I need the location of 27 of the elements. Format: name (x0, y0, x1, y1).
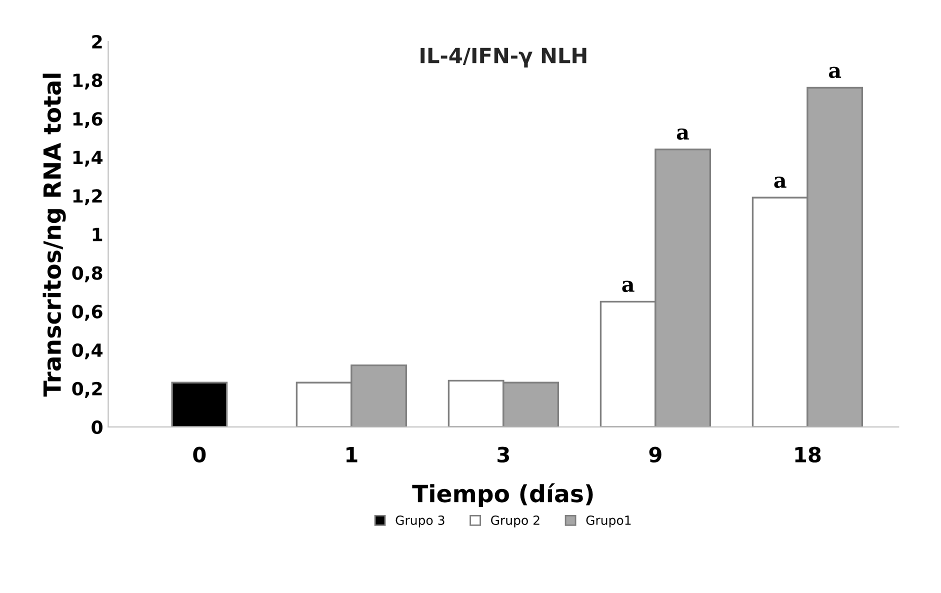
legend-label: Grupo 2 (490, 516, 540, 528)
chart-title: IL-4/IFN-γ NLH (420, 48, 586, 68)
annotation: a (622, 280, 634, 292)
annotation: a (774, 176, 786, 188)
y-tick-label: 2 (92, 34, 102, 48)
y-tick-label: 1,6 (73, 112, 102, 128)
legend-label: Grupo 3 (396, 516, 444, 528)
y-tick-label: 0,8 (72, 266, 102, 282)
y-tick-label: 1,8 (73, 74, 102, 90)
annotation: a (676, 128, 690, 140)
y-tick-label: 0 (92, 420, 102, 434)
x-tick-label: 9 (649, 446, 662, 463)
bar (171, 382, 228, 427)
x-tick-label: 0 (193, 446, 206, 463)
x-tick-label: 1 (346, 447, 358, 462)
x-tick-label: 3 (498, 446, 510, 463)
y-tick-label: 0,6 (72, 304, 102, 321)
y-tick-label: 1 (92, 228, 102, 242)
y-axis-title: Transcritos/ng RNA total (42, 74, 66, 397)
x-axis-title: Tiempo (días) (412, 483, 593, 508)
annotation: a (828, 66, 842, 78)
y-tick-label: 1,4 (73, 150, 103, 167)
y-tick-label: 0,2 (72, 382, 102, 398)
legend-label: Grupo1 (586, 516, 631, 528)
y-tick-label: 1,2 (73, 189, 102, 206)
y-tick-label: 0,4 (72, 343, 103, 360)
x-tick-label: 18 (795, 446, 821, 463)
